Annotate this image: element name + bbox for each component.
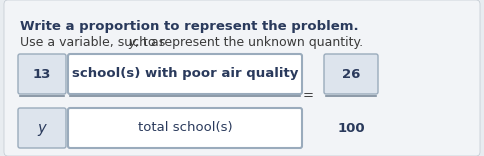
Text: 26: 26: [342, 68, 360, 80]
Text: total school(s): total school(s): [137, 122, 232, 134]
Text: 100: 100: [337, 122, 365, 134]
FancyBboxPatch shape: [68, 54, 302, 94]
Text: Write a proportion to represent the problem.: Write a proportion to represent the prob…: [20, 20, 359, 33]
FancyBboxPatch shape: [68, 108, 302, 148]
FancyBboxPatch shape: [18, 108, 66, 148]
FancyBboxPatch shape: [18, 54, 66, 94]
FancyBboxPatch shape: [4, 0, 480, 156]
Text: school(s) with poor air quality: school(s) with poor air quality: [72, 68, 298, 80]
Text: y: y: [38, 120, 46, 136]
Text: Use a variable, such as: Use a variable, such as: [20, 36, 169, 49]
FancyBboxPatch shape: [324, 54, 378, 94]
Text: 13: 13: [33, 68, 51, 80]
Text: , to represent the unknown quantity.: , to represent the unknown quantity.: [135, 36, 363, 49]
Text: =: =: [302, 90, 314, 102]
Text: y: y: [128, 36, 136, 49]
